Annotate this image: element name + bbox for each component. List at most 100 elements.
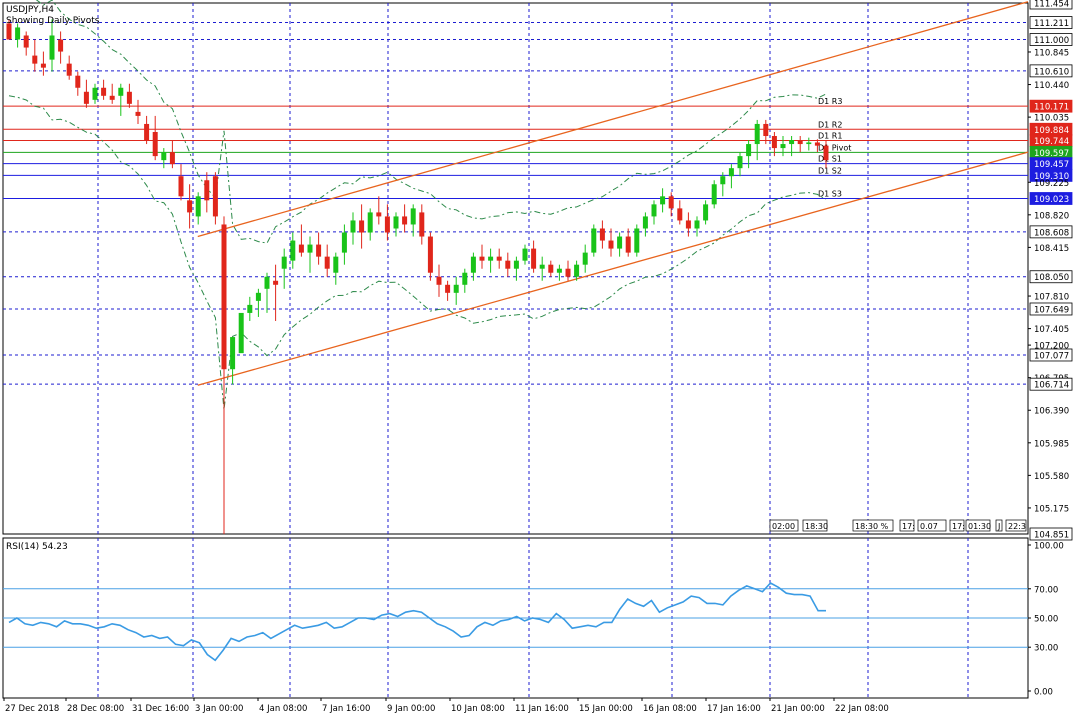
candle-body bbox=[806, 142, 812, 145]
candle bbox=[49, 19, 55, 72]
candle-body bbox=[204, 180, 210, 201]
candle-body bbox=[307, 244, 313, 253]
time-label: 17 Jan 16:00 bbox=[707, 704, 761, 714]
time-label: 31 Dec 16:00 bbox=[132, 704, 189, 714]
candle-body bbox=[591, 228, 597, 253]
price-tag-text: 109.597 bbox=[1034, 149, 1069, 159]
candle bbox=[161, 148, 167, 169]
session-tag-text: 17: bbox=[902, 522, 915, 531]
candle-body bbox=[711, 184, 717, 205]
candle bbox=[763, 119, 769, 145]
candle-body bbox=[685, 220, 691, 229]
candle bbox=[685, 212, 691, 237]
pivot-label: D1 S3 bbox=[818, 189, 842, 198]
candle bbox=[771, 131, 777, 157]
candle-body bbox=[152, 131, 158, 157]
candle-body bbox=[789, 140, 795, 145]
time-label: 21 Jan 00:00 bbox=[771, 704, 825, 714]
candle bbox=[599, 220, 605, 249]
candle bbox=[436, 264, 442, 297]
candle bbox=[402, 204, 408, 233]
candle-body bbox=[15, 27, 21, 40]
candle bbox=[565, 260, 571, 281]
pivot-label: D1 R3 bbox=[818, 97, 842, 106]
candle bbox=[754, 119, 760, 161]
candle bbox=[152, 115, 158, 161]
session-tag bbox=[899, 519, 915, 532]
candle-body bbox=[763, 123, 769, 137]
pivot-label: D1 S1 bbox=[818, 155, 842, 164]
candle-body bbox=[574, 264, 580, 277]
session-tag bbox=[917, 519, 947, 532]
candle-body bbox=[522, 248, 528, 261]
candle-body bbox=[470, 256, 476, 273]
candle-body bbox=[599, 228, 605, 241]
candle bbox=[479, 244, 485, 269]
channel-upper-line bbox=[197, 1, 1029, 238]
candle bbox=[797, 136, 803, 153]
price-tag-text: 108.608 bbox=[1034, 228, 1069, 238]
candle bbox=[126, 83, 132, 108]
price-tag bbox=[1029, 33, 1073, 46]
price-tag-text: 107.649 bbox=[1034, 305, 1069, 315]
candle bbox=[513, 256, 519, 281]
candle bbox=[419, 204, 425, 245]
pivot-label: D1 R2 bbox=[818, 120, 842, 129]
candle-body bbox=[23, 35, 29, 48]
time-label: 15 Jan 00:00 bbox=[579, 704, 633, 714]
candle bbox=[109, 83, 115, 104]
price-tag bbox=[1029, 348, 1073, 362]
candle-body bbox=[101, 87, 107, 96]
lower-band bbox=[8, 95, 827, 410]
session-tag-text: 18:30 % bbox=[855, 522, 889, 531]
price-tag-text: 109.744 bbox=[1034, 137, 1069, 147]
candle-body bbox=[75, 75, 81, 88]
candle bbox=[780, 136, 786, 157]
candle-body bbox=[453, 284, 459, 293]
candle-body bbox=[410, 208, 416, 225]
candle bbox=[789, 136, 795, 157]
candle-body bbox=[694, 220, 700, 229]
candle-body bbox=[513, 260, 519, 269]
candle-body bbox=[255, 292, 261, 301]
price-tag bbox=[1029, 302, 1073, 316]
candle-body bbox=[32, 55, 38, 64]
candle-body bbox=[178, 176, 184, 197]
session-tags: 02:00 18:30 18:30 % 17: 0.07 17: 01:30 J 22:3 bbox=[769, 519, 1027, 532]
price-tag-text: 111.454 bbox=[1034, 0, 1069, 10]
candle-body bbox=[376, 212, 382, 217]
grid-lines bbox=[3, 3, 1028, 698]
candle-body bbox=[780, 144, 786, 149]
candle bbox=[58, 31, 64, 64]
price-tag-text: 108.050 bbox=[1034, 273, 1069, 283]
candle-body bbox=[677, 208, 683, 221]
candle bbox=[178, 164, 184, 201]
rsi-label: RSI(14) 54.23 bbox=[6, 542, 68, 552]
candle-body bbox=[608, 240, 614, 249]
price-tag-text: 111.211 bbox=[1034, 19, 1069, 29]
candle-body bbox=[135, 111, 141, 116]
candle-body bbox=[247, 304, 253, 313]
candle bbox=[711, 180, 717, 209]
indicator-label: Showing Daily Pivots bbox=[6, 16, 100, 26]
price-tag-text: 109.023 bbox=[1034, 195, 1069, 205]
session-tag-text: 17: bbox=[952, 522, 965, 531]
candle-body bbox=[290, 240, 296, 261]
price-tag bbox=[1029, 225, 1073, 239]
candle-body bbox=[341, 232, 347, 253]
candle-body bbox=[445, 284, 451, 293]
candle bbox=[118, 83, 124, 116]
price-tag bbox=[1029, 16, 1073, 29]
candle-body bbox=[384, 216, 390, 233]
candle-body bbox=[419, 212, 425, 237]
candle bbox=[728, 164, 734, 189]
candle-body bbox=[393, 216, 399, 229]
candle bbox=[651, 200, 657, 225]
candle bbox=[169, 140, 175, 169]
price-tag-text: 110.171 bbox=[1034, 103, 1069, 113]
candle bbox=[75, 71, 81, 96]
candle bbox=[548, 260, 554, 277]
candle bbox=[445, 280, 451, 301]
candle bbox=[462, 268, 468, 293]
